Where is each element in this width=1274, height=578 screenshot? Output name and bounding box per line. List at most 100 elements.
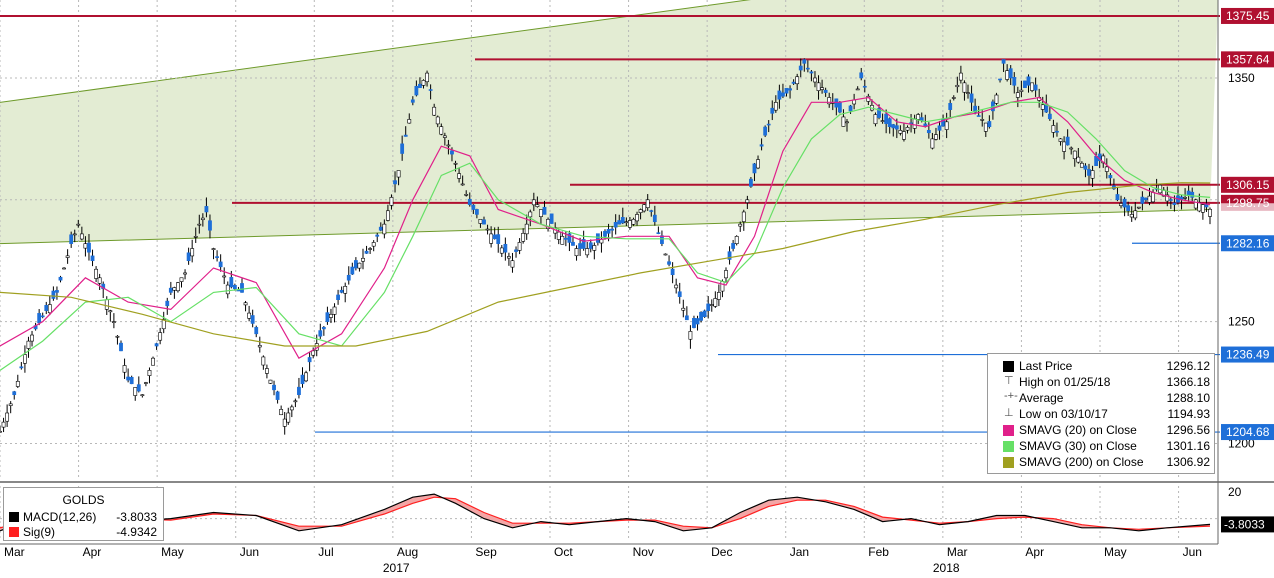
candle-body [79, 233, 84, 240]
candle-body [724, 270, 728, 279]
candle-body [204, 206, 209, 213]
candle-body [937, 125, 942, 131]
candle-body [1136, 206, 1141, 209]
candle-body [179, 277, 184, 282]
level-tag [1221, 235, 1274, 252]
macd-row: MACD(12,26) -3.8033 [4, 510, 163, 525]
level-tag [1221, 51, 1274, 68]
candle-body [58, 276, 63, 281]
candle-body [104, 299, 109, 310]
candle-body [934, 134, 938, 140]
x-tick-label: Mar [4, 545, 25, 559]
candle-body [581, 239, 586, 249]
candle-body [652, 214, 657, 223]
legend-row: SMAVG (200) on Close 1306.92 [988, 454, 1214, 470]
candle-body [1126, 205, 1131, 212]
candle-body [699, 311, 703, 321]
candle-body [1047, 113, 1052, 120]
candle-body [19, 366, 24, 369]
candle-body [813, 77, 817, 83]
legend-label: Average [1019, 391, 1064, 405]
level-tag-label: 1204.68 [1226, 425, 1270, 439]
candle-body [745, 199, 750, 203]
candle-body [297, 386, 301, 396]
candle-body [450, 150, 454, 155]
candle-body [1051, 125, 1056, 133]
candle-body [1058, 138, 1063, 142]
macd-swatch [9, 512, 19, 522]
level-tag [1221, 424, 1274, 441]
candle-body [0, 430, 2, 433]
macd-tick-label: 20 [1228, 485, 1242, 499]
sma-line [0, 101, 1211, 371]
x-tick-label: Oct [554, 545, 573, 559]
candle-body [1033, 84, 1038, 91]
candle-body [489, 233, 494, 244]
signal-line [0, 496, 1211, 530]
chart-legend: Last Price 1296.12 ⊤ High on 01/25/18 1366.1… [987, 353, 1215, 474]
candle-body [663, 253, 668, 256]
candle-body [645, 199, 650, 208]
candle-body [307, 357, 312, 363]
candle-body [791, 81, 796, 84]
x-tick-label: Mar [947, 545, 968, 559]
candle-body [980, 119, 985, 121]
candle-body [250, 315, 255, 324]
x-tick-label: Dec [711, 545, 732, 559]
candle-body [478, 218, 483, 224]
candle-body [467, 198, 472, 205]
candle-body [948, 103, 953, 110]
macd-title: GOLDS [62, 493, 105, 507]
candle-body [47, 304, 52, 314]
candle-body [1115, 194, 1120, 201]
candle-body [474, 209, 479, 215]
candle-body [681, 307, 686, 311]
candle-body [1026, 76, 1031, 86]
channel-lower-line [0, 209, 1211, 245]
candle-body [371, 242, 376, 247]
candle-body [211, 248, 216, 250]
candle-body [361, 257, 365, 262]
candle-body [567, 233, 572, 243]
candle-body [1190, 191, 1195, 198]
candle-body [805, 67, 810, 70]
macd-legend: GOLDS MACD(12,26) -3.8033 Sig(9) -4.9342 [3, 487, 164, 541]
candle-body [304, 372, 308, 382]
candle-body [987, 121, 992, 128]
candle-body [784, 87, 789, 94]
candle-body [1072, 150, 1077, 160]
x-tick-label: Apr [83, 545, 102, 559]
candle-body [108, 310, 113, 313]
candle-body [905, 127, 910, 131]
candle-body [69, 234, 74, 244]
candle-body [261, 356, 266, 366]
candle-body [887, 118, 892, 128]
y-tick-label: 1250 [1228, 315, 1255, 329]
candle-body [457, 173, 461, 179]
candle-body [329, 314, 333, 318]
candle-body [111, 321, 116, 323]
signal-row: Sig(9) -4.9342 [4, 525, 163, 540]
candle-body [425, 72, 429, 83]
candle-body [357, 262, 362, 269]
candle-body [617, 220, 622, 225]
candle-body [62, 267, 66, 270]
candle-body [119, 342, 123, 352]
candle-body [1015, 92, 1020, 98]
legend-row: Last Price 1296.12 [988, 358, 1214, 374]
signal-value: -4.9342 [116, 525, 157, 539]
candle-body [353, 260, 358, 269]
candle-body [76, 223, 81, 226]
candle-body [759, 144, 764, 147]
candle-body [816, 82, 821, 91]
level-tag-label: 1375.45 [1226, 9, 1270, 23]
candle-body [752, 163, 757, 174]
candle-body [485, 228, 490, 231]
legend-swatch [1003, 425, 1014, 436]
candle-body [692, 317, 696, 329]
candle-body [1079, 162, 1084, 168]
candle-body [585, 248, 590, 256]
candle-body [1147, 195, 1152, 203]
candle-body [1069, 147, 1074, 150]
level-tag [1221, 7, 1274, 24]
